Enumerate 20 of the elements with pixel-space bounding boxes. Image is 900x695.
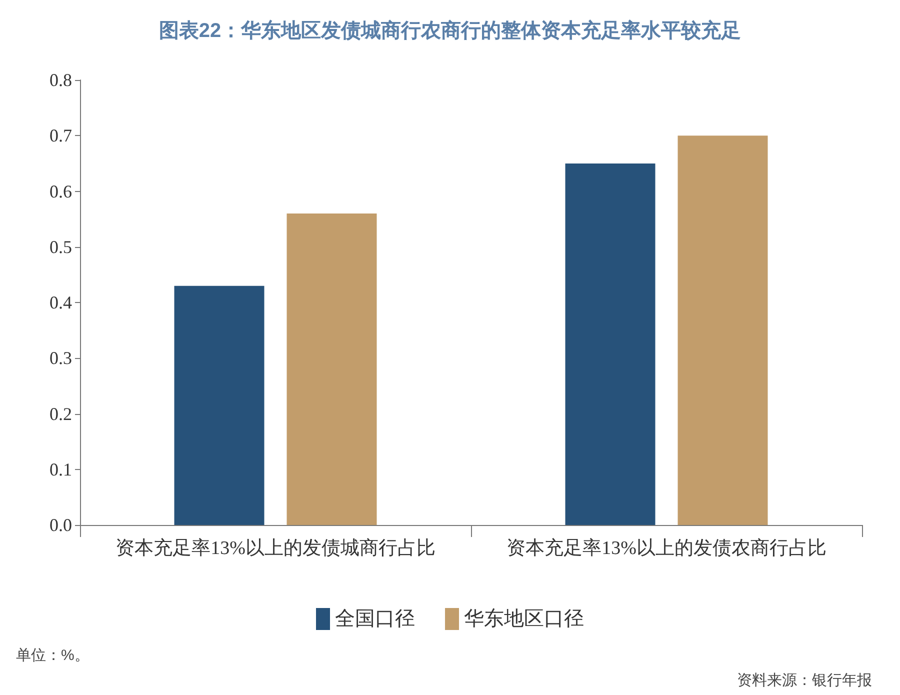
text: 资料来源：银行年报	[737, 672, 872, 689]
x-tick-label: 资本充足率13%以上的发债农商行占比	[506, 537, 826, 559]
y-tick-label: 0.1	[50, 459, 72, 480]
x-tick-label: 资本充足率13%以上的发债城商行占比	[116, 537, 436, 559]
y-tick-label: 0.8	[50, 70, 72, 90]
bar	[174, 286, 264, 525]
chart-title: 图表22：华东地区发债城商行农商行的整体资本充足率水平较充足	[158, 19, 742, 42]
bar	[565, 163, 656, 525]
legend-label: 华东地区口径	[464, 608, 584, 630]
y-tick-label: 0.0	[50, 515, 72, 535]
y-tick-label: 0.7	[50, 126, 72, 146]
text: 单位：%。	[16, 647, 90, 664]
legend-label: 全国口径	[335, 608, 415, 630]
y-tick-label: 0.6	[50, 181, 72, 202]
y-tick-label: 0.4	[50, 292, 72, 312]
bar	[286, 214, 377, 525]
y-tick-label: 0.3	[50, 348, 72, 368]
y-tick-label: 0.5	[50, 236, 72, 257]
y-tick-label: 0.2	[50, 404, 72, 424]
bar	[678, 136, 768, 525]
